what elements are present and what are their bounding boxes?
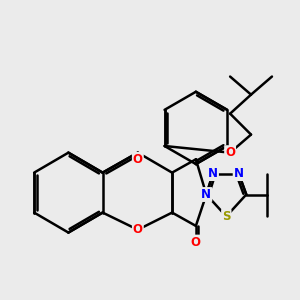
- Text: N: N: [234, 167, 244, 180]
- Text: S: S: [222, 210, 231, 223]
- Text: O: O: [133, 223, 143, 236]
- Text: O: O: [225, 146, 235, 159]
- Text: O: O: [191, 236, 201, 249]
- Text: O: O: [133, 153, 143, 166]
- Text: N: N: [201, 188, 211, 201]
- Text: N: N: [208, 167, 218, 180]
